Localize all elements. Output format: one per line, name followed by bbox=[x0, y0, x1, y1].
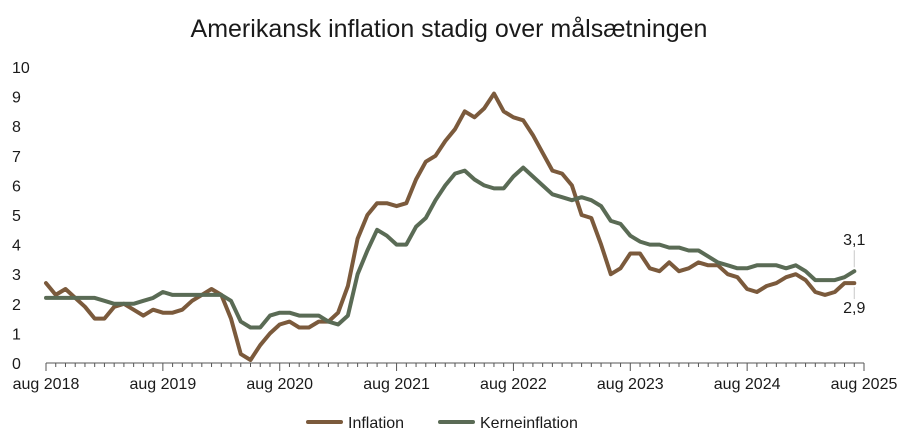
series-line-kerneinflation bbox=[44, 165, 857, 330]
y-tick-label: 1 bbox=[12, 326, 21, 343]
chart-title: Amerikansk inflation stadig over målsætn… bbox=[191, 15, 708, 43]
y-tick-label: 5 bbox=[12, 208, 21, 225]
x-tick-label: aug 2022 bbox=[480, 376, 547, 393]
end-label-kerneinflation: 3,1 bbox=[843, 232, 865, 249]
x-tick-label: aug 2023 bbox=[597, 376, 664, 393]
y-tick-label: 9 bbox=[12, 90, 21, 107]
x-tick-label: aug 2021 bbox=[363, 376, 430, 393]
x-tick-label: aug 2024 bbox=[714, 376, 781, 393]
x-tick-label: aug 2019 bbox=[129, 376, 196, 393]
y-tick-label: 8 bbox=[12, 119, 21, 136]
legend-label-kerneinflation: Kerneinflation bbox=[480, 415, 578, 432]
x-tick-label: aug 2020 bbox=[246, 376, 313, 393]
x-tick-label: aug 2025 bbox=[831, 376, 898, 393]
end-labels: 2,9 3,1 bbox=[843, 232, 865, 317]
series-line-inflation bbox=[44, 91, 857, 362]
end-label-inflation: 2,9 bbox=[843, 300, 865, 317]
y-tick-label: 0 bbox=[12, 356, 21, 373]
x-axis: aug 2018 aug 2019 aug 2020 aug 2021 aug 2022… bbox=[13, 362, 898, 393]
y-tick-label: 6 bbox=[12, 178, 21, 195]
y-tick-label: 7 bbox=[12, 149, 21, 166]
y-tick-label: 2 bbox=[12, 297, 21, 314]
x-tick-label: aug 2018 bbox=[13, 376, 80, 393]
y-tick-label: 4 bbox=[12, 238, 21, 255]
y-tick-label: 3 bbox=[12, 267, 21, 284]
legend-label-inflation: Inflation bbox=[348, 415, 404, 432]
plot-lines bbox=[44, 91, 857, 362]
y-axis-ticks: 0 1 2 3 4 5 6 7 8 9 10 bbox=[12, 60, 30, 373]
legend: Inflation Kerneinflation bbox=[306, 415, 578, 432]
y-tick-label: 10 bbox=[12, 60, 30, 77]
